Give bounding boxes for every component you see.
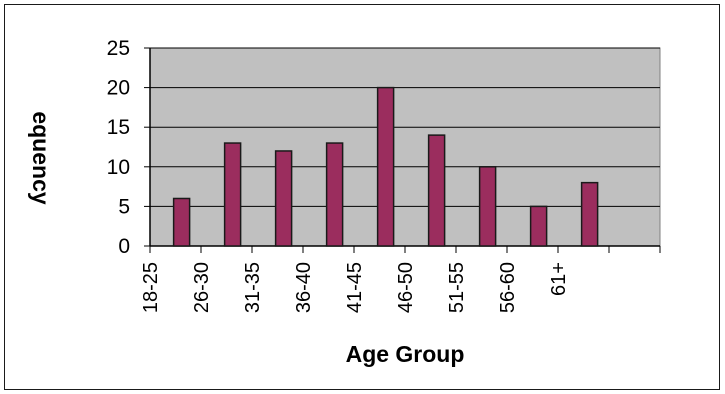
bar bbox=[478, 166, 497, 247]
y-tick-label: 5 bbox=[118, 195, 130, 218]
y-tick-label: 20 bbox=[107, 77, 130, 100]
y-tick-label: 15 bbox=[107, 116, 130, 139]
y-tick-label: 0 bbox=[118, 235, 130, 258]
x-tick-label: 41-45 bbox=[344, 262, 366, 313]
x-tick-label: 18-25 bbox=[140, 262, 162, 313]
x-tick-label: 26-30 bbox=[191, 262, 213, 313]
x-axis-title: Age Group bbox=[346, 341, 465, 367]
bar bbox=[223, 142, 242, 247]
bar bbox=[529, 205, 548, 247]
bar bbox=[580, 181, 599, 247]
x-tick-label: 51-55 bbox=[446, 262, 468, 313]
x-tick-label: 56-60 bbox=[497, 262, 519, 313]
y-axis-title: equency bbox=[28, 111, 54, 205]
bar bbox=[325, 142, 344, 247]
bar bbox=[376, 86, 395, 247]
y-tick-label: 25 bbox=[107, 37, 130, 60]
bar bbox=[427, 134, 446, 247]
bar bbox=[172, 197, 191, 247]
bar bbox=[274, 150, 293, 247]
x-tick-label: 46-50 bbox=[395, 262, 417, 313]
x-tick-label: 36-40 bbox=[293, 262, 315, 313]
x-tick-label: 31-35 bbox=[242, 262, 264, 313]
y-tick-label: 10 bbox=[107, 156, 130, 179]
x-tick-label: 61+ bbox=[548, 262, 570, 296]
